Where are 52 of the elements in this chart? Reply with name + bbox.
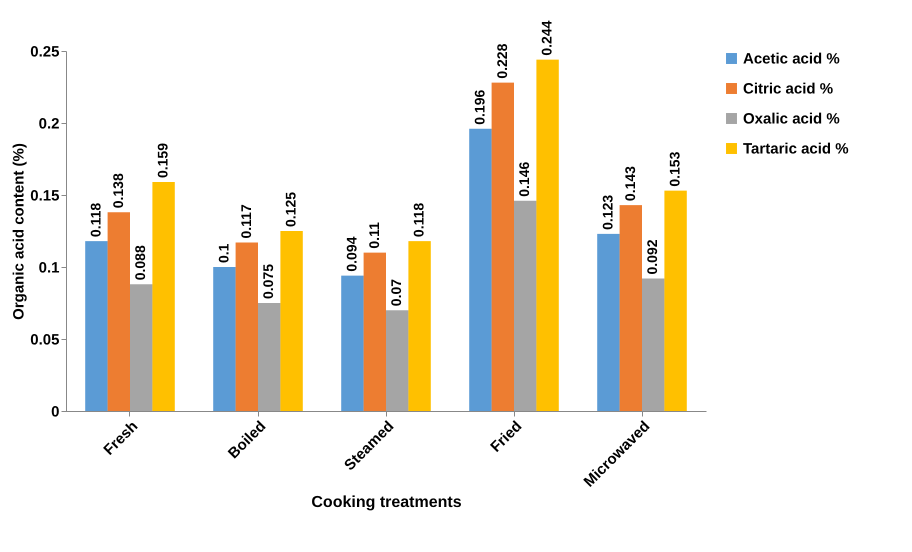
- bar: [85, 241, 108, 411]
- legend-label: Oxalic acid %: [743, 110, 840, 128]
- bar: [364, 252, 386, 411]
- data-label: 0.146: [516, 162, 532, 197]
- legend-label: Tartaric acid %: [743, 140, 849, 158]
- data-label: 0.153: [666, 151, 683, 187]
- bar: [236, 242, 258, 411]
- y-axis-title: Organic acid content (%): [10, 143, 28, 320]
- data-label: 0.125: [282, 192, 299, 227]
- data-label: 0.088: [132, 245, 148, 280]
- y-tick-label: 0.05: [30, 332, 60, 348]
- bar: [469, 128, 492, 411]
- data-label: 0.244: [538, 20, 555, 56]
- y-tick-label: 0.1: [38, 260, 60, 276]
- data-label: 0.138: [110, 173, 126, 208]
- bar: [341, 276, 364, 411]
- bar: [492, 82, 514, 411]
- data-label: 0.143: [622, 166, 638, 202]
- bar: [108, 212, 130, 411]
- data-label: 0.228: [494, 43, 510, 79]
- data-label: 0.159: [154, 142, 171, 178]
- bar: [664, 190, 687, 411]
- bar: [280, 231, 303, 411]
- bar: [642, 278, 664, 411]
- bar: [152, 182, 175, 411]
- data-label: 0.196: [471, 90, 488, 125]
- bar: [213, 267, 236, 411]
- data-label: 0.075: [260, 264, 276, 299]
- y-tick-label: 0.25: [30, 44, 60, 60]
- data-label: 0.092: [644, 239, 660, 275]
- bar: [536, 60, 559, 411]
- y-tick-label: 0.15: [30, 188, 60, 204]
- bar: [620, 205, 642, 411]
- bar: [514, 200, 536, 411]
- bar: [130, 284, 152, 411]
- legend-label: Citric acid %: [743, 80, 834, 98]
- bar: [258, 303, 280, 411]
- data-label: 0.07: [388, 278, 404, 306]
- bar: [386, 310, 408, 411]
- data-label: 0.11: [366, 222, 382, 249]
- y-tick-label: 0: [51, 404, 60, 420]
- data-label: 0.094: [343, 236, 360, 272]
- y-tick-label: 0.2: [38, 116, 60, 132]
- legend-label: Acetic acid %: [743, 50, 840, 68]
- bar: [408, 241, 431, 411]
- x-axis-title: Cooking treatments: [311, 494, 462, 511]
- data-label: 0.117: [238, 204, 254, 239]
- data-label: 0.1: [215, 243, 232, 263]
- data-label: 0.118: [410, 202, 427, 238]
- data-label: 0.118: [87, 202, 104, 238]
- data-label: 0.123: [599, 194, 616, 230]
- bar: [597, 234, 620, 411]
